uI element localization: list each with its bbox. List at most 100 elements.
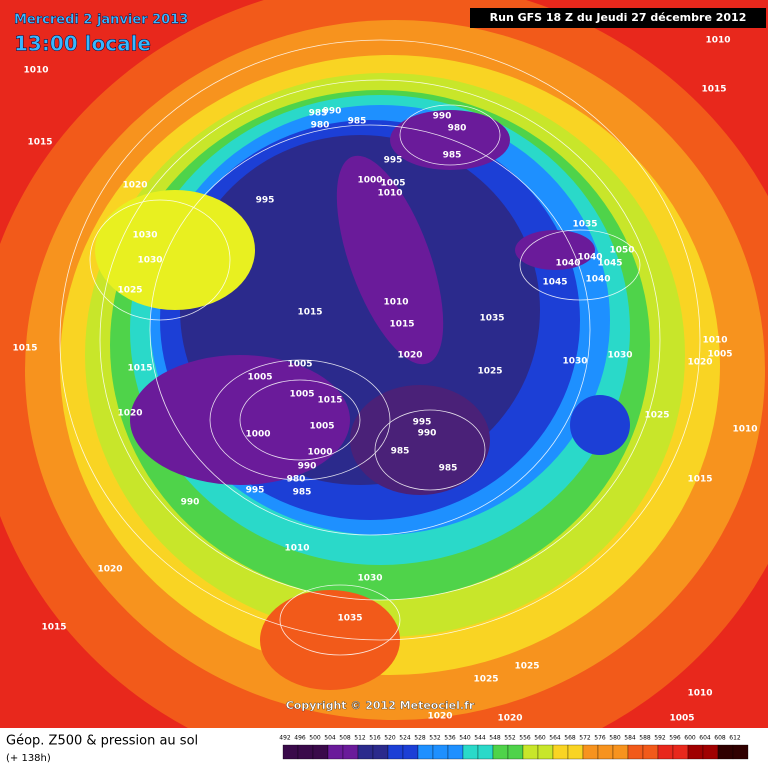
isobar-label: 980 — [287, 475, 306, 485]
isobar-label: 990 — [418, 429, 437, 439]
isobar-label: 1015 — [12, 344, 37, 354]
isobar-label: 990 — [433, 112, 452, 122]
isobar-label: 1015 — [687, 475, 712, 485]
isobar-label: 1000 — [307, 448, 332, 458]
scale-label: 608 — [714, 735, 726, 742]
scale-label: 576 — [594, 735, 606, 742]
scale-label: 592 — [654, 735, 666, 742]
isobar-label: 1020 — [687, 358, 712, 368]
scale-swatch — [462, 744, 479, 760]
scale-swatch — [417, 744, 434, 760]
isobar-label: 1025 — [477, 367, 502, 377]
scale-label: 588 — [639, 735, 651, 742]
isobar-label: 1040 — [555, 259, 580, 269]
isobar-label: 995 — [384, 156, 403, 166]
isobar-label: 1020 — [117, 409, 142, 419]
isobar-lines — [59, 39, 701, 656]
isobar-label: 1015 — [27, 138, 52, 148]
isobar-label: 1045 — [542, 278, 567, 288]
scale-label: 540 — [459, 735, 471, 742]
scale-swatch — [627, 744, 644, 760]
scale-swatch — [492, 744, 509, 760]
scale-swatch — [567, 744, 584, 760]
scale-label: 500 — [309, 735, 321, 742]
isobar-label: 980 — [311, 121, 330, 131]
scale-label: 604 — [699, 735, 711, 742]
date: Mercredi 2 janvier 2013 — [14, 13, 188, 28]
scale-swatch — [717, 744, 734, 760]
scale-swatch — [582, 744, 599, 760]
isobar-label: 1005 — [669, 714, 694, 724]
scale-label: 528 — [414, 735, 426, 742]
isobar-label: 985 — [391, 447, 410, 457]
isobar-label: 1010 — [23, 66, 48, 76]
isobar-label: 1010 — [702, 336, 727, 346]
scale-swatch — [447, 744, 464, 760]
isobar-label: 1020 — [397, 351, 422, 361]
isobar-label: 1025 — [514, 662, 539, 672]
scale-swatch — [477, 744, 494, 760]
isobar-label: 1030 — [132, 231, 157, 241]
scale-swatch — [687, 744, 704, 760]
scale-label: 580 — [609, 735, 621, 742]
isobar-labels: 1010 1015 1020 995 1030 1030 1025 1015 1015 1020 9… — [12, 36, 757, 724]
scale-label: 584 — [624, 735, 636, 742]
isobar-label: 1015 — [701, 85, 726, 95]
color-scale: 492 496 500 504 508 512 516 520 524 528 532 536 540 5… — [279, 735, 749, 760]
scale-swatch — [597, 744, 614, 760]
isobar-label: 1005 — [380, 179, 405, 189]
isobar-label: 1015 — [389, 320, 414, 330]
isobar-label: 1030 — [562, 357, 587, 367]
scale-label: 508 — [339, 735, 351, 742]
scale-label: 536 — [444, 735, 456, 742]
copyright: Copyright © 2012 Meteociel.fr — [286, 699, 475, 712]
scale-swatch — [657, 744, 674, 760]
scale-label: 564 — [549, 735, 561, 742]
legend-title: Géop. Z500 & pression au sol — [6, 734, 198, 749]
scale-swatch — [282, 744, 299, 760]
scale-swatch — [327, 744, 344, 760]
isobar-label: 1005 — [707, 350, 732, 360]
scale-swatch — [537, 744, 554, 760]
time: 13:00 locale — [14, 32, 151, 56]
isobar-label: 1045 — [597, 259, 622, 269]
scale-swatch — [552, 744, 569, 760]
scale-swatch — [372, 744, 389, 760]
isobar-label: 1030 — [357, 574, 382, 584]
isobar-label: 1025 — [473, 675, 498, 685]
isobar-label: 1025 — [644, 411, 669, 421]
isobar-label: 1015 — [317, 396, 342, 406]
scale-swatch — [402, 744, 419, 760]
scale-label: 548 — [489, 735, 501, 742]
isobar-label: 1010 — [377, 189, 402, 199]
scale-swatch — [387, 744, 404, 760]
isobar-label: 1030 — [137, 256, 162, 266]
isobar-label: 1015 — [127, 364, 152, 374]
scale-swatch — [297, 744, 314, 760]
scale-swatch — [342, 744, 359, 760]
run-info: Run GFS 18 Z du Jeudi 27 décembre 2012 — [490, 11, 747, 24]
isobar-label: 985 — [293, 488, 312, 498]
isobar-label: 1035 — [479, 314, 504, 324]
scale-label: 612 — [729, 735, 741, 742]
scale-label: 552 — [504, 735, 516, 742]
isobar-label: 1030 — [607, 351, 632, 361]
scale-swatch — [507, 744, 524, 760]
scale-label: 600 — [684, 735, 696, 742]
scale-label: 572 — [579, 735, 591, 742]
isobar-label: 990 — [323, 107, 342, 117]
scale-swatch — [642, 744, 659, 760]
scale-label: 516 — [369, 735, 381, 742]
scale-label: 568 — [564, 735, 576, 742]
scale-label: 492 — [279, 735, 291, 742]
isobar-label: 1005 — [289, 390, 314, 400]
isobar-label: 1010 — [705, 36, 730, 46]
isobar-label: 1010 — [732, 425, 757, 435]
isobar-label: 995 — [413, 418, 432, 428]
isobar-label: 995 — [256, 196, 275, 206]
isobar-label: 1000 — [245, 430, 270, 440]
scale-label: 560 — [534, 735, 546, 742]
isobar-label: 985 — [309, 109, 328, 119]
